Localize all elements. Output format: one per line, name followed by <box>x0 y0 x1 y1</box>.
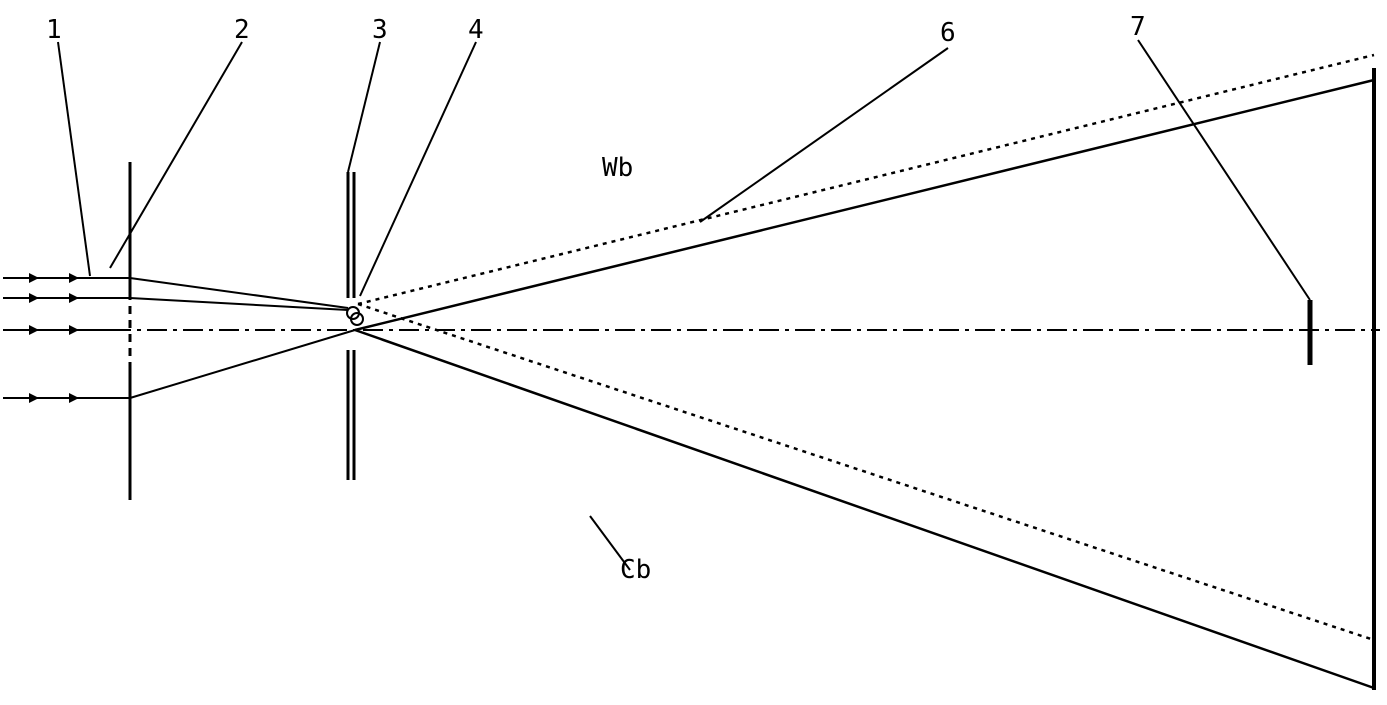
label-6: 6 <box>940 18 956 48</box>
converging-rays <box>130 278 355 398</box>
dotted-diverging-rays <box>358 55 1374 640</box>
label-7: 7 <box>1130 12 1146 42</box>
label-Cb: Cb <box>620 555 651 585</box>
label-Wb: Wb <box>602 153 633 183</box>
optical-diagram <box>0 0 1387 705</box>
label-3: 3 <box>372 15 388 45</box>
incoming-rays <box>3 278 130 398</box>
label-1: 1 <box>46 15 62 45</box>
solid-diverging-rays <box>355 80 1374 688</box>
label-2: 2 <box>234 15 250 45</box>
focal-element <box>347 307 363 325</box>
label-4: 4 <box>468 15 484 45</box>
vertical-barriers <box>130 68 1374 690</box>
